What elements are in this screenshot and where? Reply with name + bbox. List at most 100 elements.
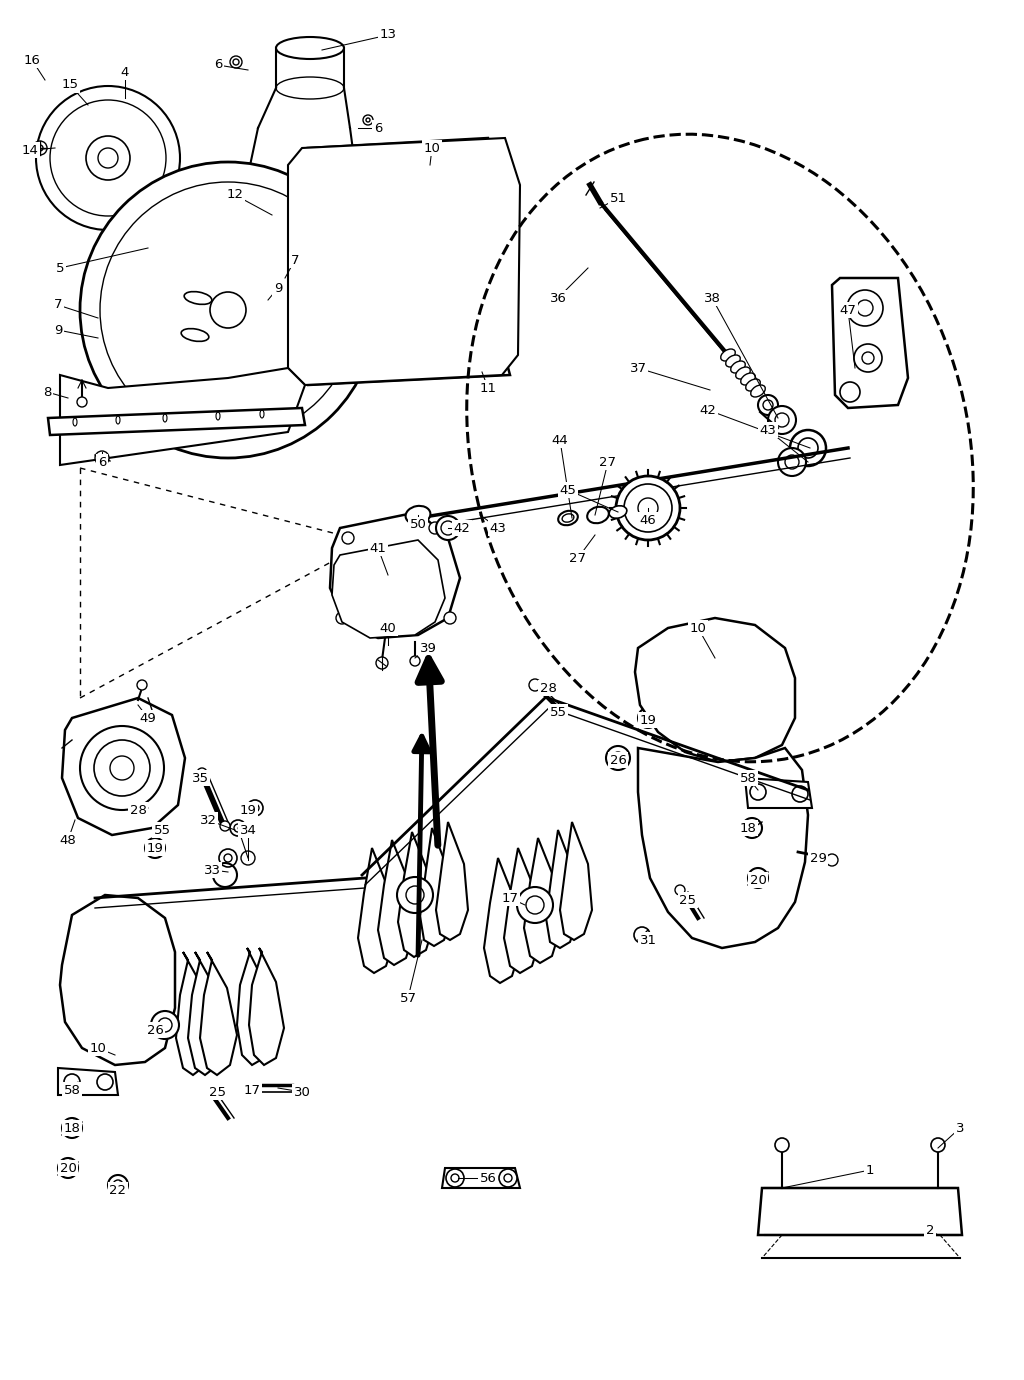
Text: 11: 11 (479, 381, 497, 395)
Circle shape (790, 431, 826, 466)
Circle shape (847, 290, 883, 326)
Text: 58: 58 (739, 771, 757, 784)
Circle shape (931, 1138, 945, 1152)
Polygon shape (638, 748, 808, 948)
Text: 49: 49 (139, 712, 157, 724)
Text: 46: 46 (640, 513, 656, 527)
Circle shape (80, 726, 164, 810)
Polygon shape (378, 840, 414, 965)
Circle shape (742, 818, 762, 838)
Text: 27: 27 (569, 552, 587, 564)
Circle shape (336, 611, 348, 624)
Ellipse shape (276, 37, 344, 59)
Text: 6: 6 (374, 121, 382, 134)
Ellipse shape (731, 362, 745, 373)
Text: 31: 31 (640, 933, 656, 947)
Polygon shape (232, 262, 365, 315)
Text: 37: 37 (630, 362, 646, 374)
Ellipse shape (751, 385, 765, 397)
Polygon shape (758, 1188, 962, 1235)
Polygon shape (288, 138, 520, 385)
Text: 8: 8 (43, 385, 51, 399)
Polygon shape (398, 832, 434, 956)
Text: 5: 5 (55, 261, 65, 275)
Polygon shape (560, 822, 592, 940)
Polygon shape (436, 822, 468, 940)
Text: 1: 1 (865, 1163, 874, 1177)
Circle shape (410, 656, 420, 667)
Text: 56: 56 (479, 1172, 497, 1184)
Circle shape (210, 293, 246, 328)
Text: 9: 9 (273, 282, 283, 294)
Text: 16: 16 (24, 54, 40, 66)
Text: 45: 45 (559, 483, 577, 497)
Circle shape (230, 820, 246, 836)
Text: 50: 50 (410, 519, 426, 531)
Text: 40: 40 (380, 621, 396, 635)
Circle shape (151, 1012, 179, 1039)
Text: 43: 43 (760, 424, 776, 436)
Circle shape (675, 885, 685, 896)
Ellipse shape (276, 77, 344, 99)
Text: 41: 41 (370, 541, 386, 555)
Circle shape (446, 1169, 464, 1187)
Text: 51: 51 (609, 192, 627, 204)
Text: 10: 10 (89, 1042, 106, 1054)
Text: 27: 27 (599, 455, 616, 468)
Ellipse shape (587, 506, 609, 523)
Circle shape (77, 397, 87, 407)
Circle shape (137, 680, 147, 690)
Polygon shape (330, 512, 460, 638)
Text: 20: 20 (59, 1162, 77, 1174)
Circle shape (36, 86, 180, 230)
Polygon shape (48, 408, 305, 435)
Circle shape (854, 344, 882, 373)
Text: 19: 19 (240, 803, 256, 817)
Polygon shape (188, 952, 225, 1075)
Text: 17: 17 (244, 1083, 260, 1097)
Circle shape (62, 1118, 82, 1138)
Text: 17: 17 (502, 891, 518, 904)
Text: 39: 39 (420, 642, 436, 654)
Circle shape (366, 119, 370, 121)
Text: 29: 29 (810, 851, 826, 864)
Polygon shape (358, 847, 394, 973)
Circle shape (436, 516, 460, 540)
Circle shape (145, 838, 165, 858)
Ellipse shape (726, 355, 740, 367)
Text: 15: 15 (61, 79, 79, 91)
Polygon shape (308, 138, 498, 188)
Text: 42: 42 (454, 522, 470, 534)
Circle shape (219, 849, 237, 867)
Circle shape (95, 451, 109, 465)
Ellipse shape (745, 380, 760, 391)
Circle shape (529, 679, 541, 691)
Circle shape (342, 533, 354, 544)
Circle shape (748, 868, 768, 887)
Polygon shape (484, 858, 520, 983)
Ellipse shape (740, 373, 756, 385)
Circle shape (247, 800, 263, 816)
Text: 18: 18 (63, 1122, 81, 1134)
Text: 32: 32 (200, 813, 216, 827)
Ellipse shape (558, 511, 578, 526)
Text: 4: 4 (121, 65, 129, 79)
Polygon shape (237, 948, 272, 1065)
Text: 25: 25 (680, 893, 696, 907)
Text: 10: 10 (689, 621, 707, 635)
Ellipse shape (721, 349, 735, 362)
Polygon shape (831, 277, 908, 408)
Text: 6: 6 (98, 455, 106, 468)
Text: 44: 44 (552, 433, 568, 447)
Circle shape (230, 57, 242, 68)
Text: 14: 14 (22, 144, 39, 156)
Circle shape (768, 406, 796, 433)
Ellipse shape (344, 156, 352, 170)
Circle shape (108, 1174, 128, 1195)
Circle shape (397, 878, 433, 914)
Circle shape (197, 769, 207, 778)
Circle shape (63, 1074, 80, 1090)
Ellipse shape (181, 328, 209, 341)
Circle shape (33, 141, 47, 155)
Text: 7: 7 (53, 298, 62, 312)
